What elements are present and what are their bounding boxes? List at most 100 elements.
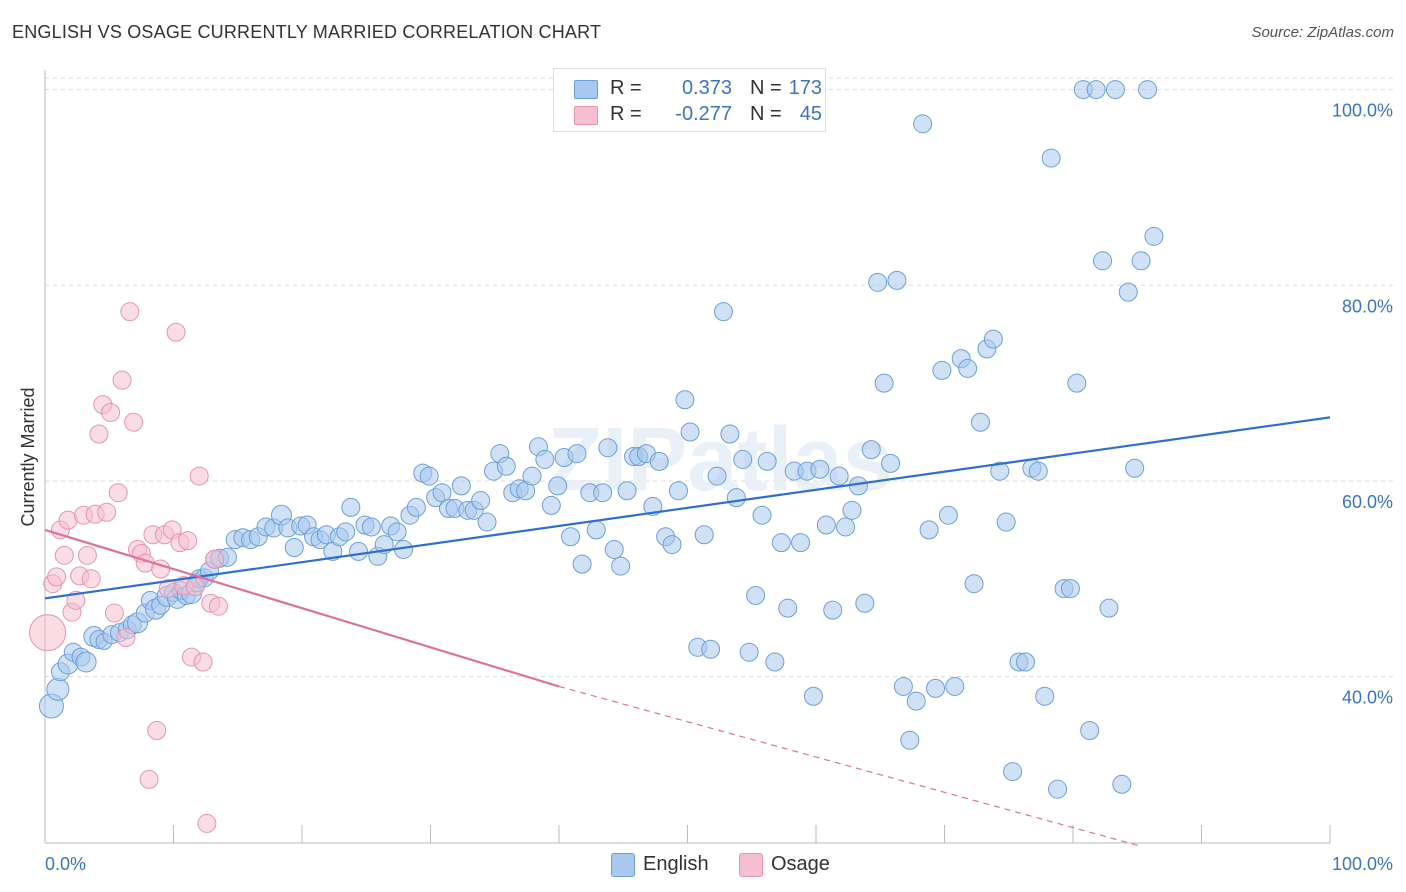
english-point xyxy=(1099,598,1119,618)
y-tick-label: 40.0% xyxy=(1342,688,1393,708)
legend-n-value: 173 xyxy=(788,77,822,99)
legend-box: R = 0.373 N = 173 R = -0.277 N = 45 xyxy=(553,68,826,132)
english-point xyxy=(662,535,682,555)
english-point xyxy=(848,476,868,496)
english-point xyxy=(926,678,946,698)
english-point xyxy=(752,505,772,525)
bottom-legend-swatch-english xyxy=(611,853,635,877)
osage-point xyxy=(193,652,213,672)
english-point xyxy=(419,466,439,486)
osage-point xyxy=(208,596,228,616)
bottom-legend-swatch-osage xyxy=(739,853,763,877)
osage-point xyxy=(185,577,205,597)
osage-point xyxy=(47,567,67,587)
english-point xyxy=(1003,762,1023,782)
english-point xyxy=(1125,458,1145,478)
english-point xyxy=(816,515,836,535)
legend-r-value: 0.373 xyxy=(681,77,732,99)
y-tick-label: 60.0% xyxy=(1342,492,1393,512)
english-point xyxy=(836,517,856,537)
english-point xyxy=(958,358,978,378)
english-point xyxy=(945,676,965,696)
english-point xyxy=(707,466,727,486)
legend-n-label: N = xyxy=(750,103,782,125)
english-point xyxy=(643,496,663,516)
english-point xyxy=(887,270,907,290)
legend-swatch-english xyxy=(574,80,598,99)
english-point xyxy=(874,373,894,393)
english-point xyxy=(75,651,97,673)
y-axis-label: Currently Married xyxy=(18,387,38,526)
english-point xyxy=(970,412,990,432)
english-point xyxy=(803,686,823,706)
english-point xyxy=(477,512,497,532)
english-point xyxy=(1035,686,1055,706)
english-point xyxy=(1138,80,1158,100)
english-point xyxy=(823,600,843,620)
osage-point xyxy=(89,424,109,444)
x-tick-label: 0.0% xyxy=(45,854,86,874)
english-point xyxy=(720,424,740,444)
legend-r-label: R = xyxy=(610,77,642,99)
english-point xyxy=(893,676,913,696)
osage-point xyxy=(166,322,186,342)
y-tick-label: 80.0% xyxy=(1342,296,1393,316)
english-point xyxy=(990,461,1010,481)
english-point xyxy=(906,691,926,711)
english-point xyxy=(881,453,901,473)
english-point xyxy=(669,481,689,501)
english-point xyxy=(1080,720,1100,740)
english-point xyxy=(611,556,631,576)
source-label: Source: ZipAtlas.com xyxy=(1251,24,1394,41)
osage-point xyxy=(147,720,167,740)
english-point xyxy=(996,512,1016,532)
english-point xyxy=(1144,226,1164,246)
english-point xyxy=(842,500,862,520)
english-point xyxy=(739,642,759,662)
english-point xyxy=(675,390,695,410)
bottom-legend-label-english: English xyxy=(643,853,709,875)
osage-point xyxy=(29,614,67,652)
english-point xyxy=(964,574,984,594)
bottom-legend-label-osage: Osage xyxy=(771,853,830,875)
english-point xyxy=(733,449,753,469)
osage-point xyxy=(54,545,74,565)
tick-labels: 40.0% 60.0% 80.0% 100.0% 0.0% 100.0% xyxy=(45,101,1393,874)
osage-point xyxy=(112,370,132,390)
trend-lines xyxy=(44,416,1331,847)
english-series xyxy=(38,80,1164,799)
english-point xyxy=(1093,251,1113,271)
english-point xyxy=(855,593,875,613)
osage-point xyxy=(205,549,225,569)
english-point xyxy=(604,539,624,559)
legend-r-label: R = xyxy=(610,103,642,125)
english-point xyxy=(746,585,766,605)
english-point xyxy=(791,533,811,553)
english-point xyxy=(1105,80,1125,100)
osage-point xyxy=(139,769,159,789)
chart-title: ENGLISH VS OSAGE CURRENTLY MARRIED CORRE… xyxy=(12,22,602,42)
osage-point xyxy=(120,302,140,322)
english-point xyxy=(1086,80,1106,100)
english-point xyxy=(1067,373,1087,393)
osage-point xyxy=(66,590,86,610)
x-tick-label: 100.0% xyxy=(1332,854,1393,874)
english-point xyxy=(757,451,777,471)
english-point xyxy=(548,476,568,496)
english-point xyxy=(765,652,785,672)
osage-series xyxy=(29,302,228,833)
english-point xyxy=(1131,251,1151,271)
english-point xyxy=(1060,579,1080,599)
english-point xyxy=(1118,282,1138,302)
osage-point xyxy=(81,569,101,589)
osage-point xyxy=(101,402,121,422)
english-point xyxy=(913,114,933,134)
english-point xyxy=(336,522,356,542)
english-point xyxy=(680,422,700,442)
osage-point xyxy=(108,483,128,503)
english-trend-line xyxy=(44,416,1331,600)
english-point xyxy=(567,444,587,464)
english-point xyxy=(1048,779,1068,799)
english-point xyxy=(586,520,606,540)
